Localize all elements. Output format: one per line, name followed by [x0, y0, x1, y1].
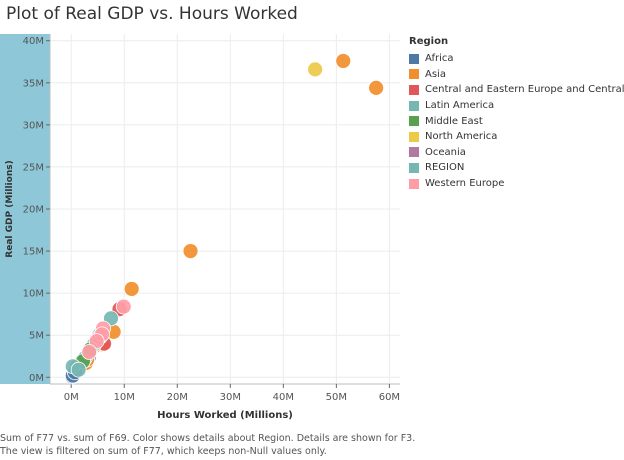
y-tick-label: 0M [29, 373, 44, 384]
legend-swatch [409, 84, 419, 95]
legend-label: REGION [425, 162, 465, 174]
x-tick-label: 60M [379, 392, 400, 403]
legend-label: Middle East [425, 115, 483, 127]
legend-label: North America [425, 131, 498, 143]
legend-label: Central and Eastern Europe and Central A… [425, 84, 624, 96]
x-tick-label: 40M [273, 392, 294, 403]
legend-label: Africa [425, 53, 454, 65]
data-point [368, 79, 385, 96]
scatter-chart: 0M 5M 10M 15M 20M 25M 30M 35M 40M 0M 10M 20M 30M 40M 5… [0, 34, 400, 421]
y-tick-label: 35M [23, 78, 44, 89]
legend-item[interactable]: Africa [409, 51, 624, 67]
x-tick-label: 50M [326, 392, 347, 403]
y-tick-label: 5M [29, 331, 44, 342]
legend-label: Latin America [425, 100, 495, 112]
data-point [88, 333, 105, 349]
y-tick-label: 20M [23, 205, 44, 216]
legend-swatch [409, 100, 419, 111]
data-point [182, 243, 199, 259]
y-tick-label: 10M [23, 289, 44, 300]
data-point [123, 281, 140, 297]
legend-item[interactable]: Oceania [409, 145, 624, 161]
legend: Region Africa Asia Central and Eastern Eur… [409, 36, 624, 191]
legend-swatch [409, 162, 419, 173]
y-tick-label: 30M [23, 120, 44, 131]
x-tick-label: 10M [114, 392, 135, 403]
caption: Sum of F77 vs. sum of F69. Color shows d… [0, 432, 620, 458]
legend-item[interactable]: Asia [409, 67, 624, 83]
legend-item[interactable]: Central and Eastern Europe and Central A… [409, 82, 624, 98]
x-tick-label: 0M [64, 392, 79, 403]
y-tick-label: 25M [23, 162, 44, 173]
legend-item[interactable]: Latin America [409, 98, 624, 114]
x-axis-title: Hours Worked (Millions) [157, 410, 293, 421]
legend-swatch [409, 116, 419, 127]
y-tick-label: 40M [23, 36, 44, 47]
legend-label: Western Europe [425, 178, 505, 190]
legend-item[interactable]: North America [409, 129, 624, 145]
data-point [81, 344, 98, 360]
legend-label: Asia [425, 68, 446, 80]
y-axis-title: Real GDP (Millions) [5, 160, 15, 257]
legend-swatch [409, 53, 419, 64]
legend-swatch [409, 178, 419, 189]
data-point [115, 298, 132, 315]
x-tick-label: 30M [220, 392, 241, 403]
data-point [335, 53, 352, 69]
legend-swatch [409, 69, 419, 80]
caption-line-1: Sum of F77 vs. sum of F69. Color shows d… [0, 433, 416, 444]
data-point [307, 61, 324, 78]
legend-item[interactable]: Middle East [409, 113, 624, 129]
legend-title: Region [409, 36, 449, 47]
y-tick-label: 15M [23, 247, 44, 258]
legend-swatch [409, 131, 419, 142]
data-point [70, 361, 87, 378]
legend-item[interactable]: Western Europe [409, 176, 624, 192]
caption-line-2: The view is filtered on sum of F77, whic… [0, 446, 327, 457]
legend-label: Oceania [425, 146, 466, 158]
plot-area: 0M 5M 10M 15M 20M 25M 30M 35M 40M 0M 10M 20M 30M 40M 5… [0, 34, 400, 421]
chart-title: Plot of Real GDP vs. Hours Worked [6, 4, 298, 24]
legend-swatch [409, 147, 419, 158]
legend-item[interactable]: REGION [409, 160, 624, 176]
y-axis-band [0, 34, 50, 384]
x-tick-label: 20M [167, 392, 188, 403]
